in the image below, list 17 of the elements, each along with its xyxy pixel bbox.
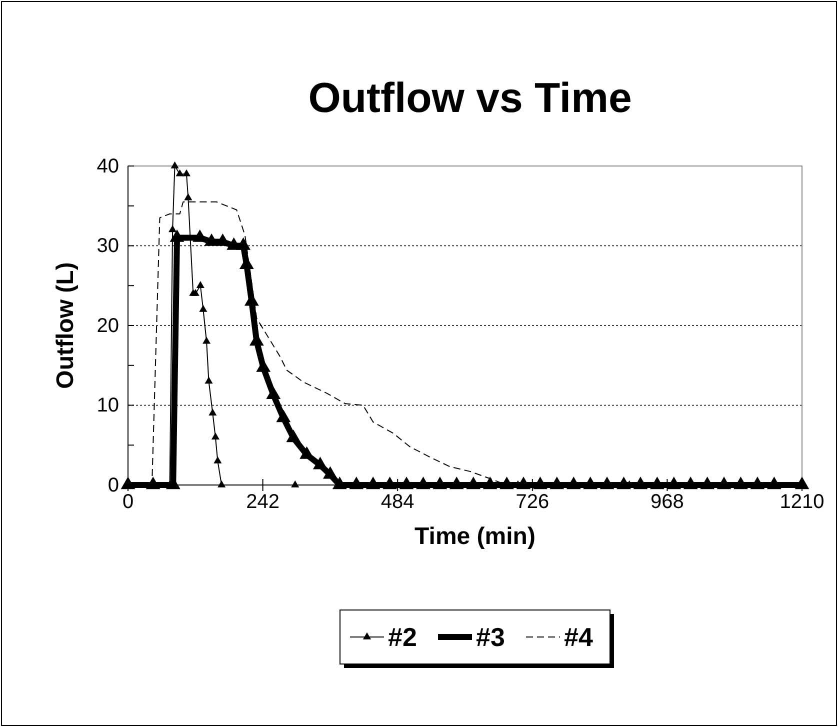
- y-axis-title: Outflow (L): [52, 262, 79, 389]
- y-tick-label: 0: [108, 474, 119, 496]
- x-tick-label: 726: [516, 491, 550, 514]
- x-tick-label: 0: [122, 491, 134, 514]
- y-tick-label: 40: [96, 155, 119, 178]
- x-tick-label: 484: [380, 491, 414, 514]
- y-tick-label: 30: [96, 235, 119, 258]
- y-tick-label: 20: [96, 314, 119, 337]
- y-tick-label: 10: [96, 394, 119, 417]
- legend-label: #4: [564, 622, 594, 652]
- chart-title: Outflow vs Time: [308, 74, 632, 121]
- legend-label: #3: [476, 622, 505, 652]
- x-tick-label: 968: [650, 491, 684, 514]
- x-tick-label: 1210: [780, 491, 824, 514]
- legend-label: #2: [388, 622, 417, 652]
- x-tick-label: 242: [246, 491, 280, 514]
- x-axis-title: Time (min): [414, 523, 536, 550]
